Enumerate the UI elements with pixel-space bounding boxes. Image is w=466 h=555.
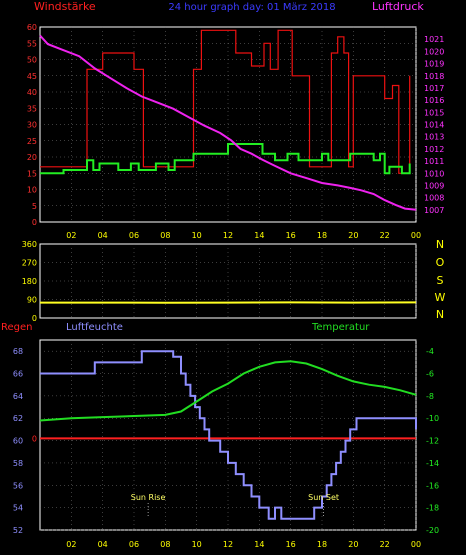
- temperature-series-line: [39, 360, 417, 422]
- wind-tick-label: 10: [27, 186, 37, 195]
- humidity-axis-title: Luftfeuchte: [66, 322, 123, 333]
- compass-label: S: [437, 274, 444, 287]
- x-tick-label: 18: [317, 231, 327, 240]
- x-tick-label: 14: [254, 231, 264, 240]
- pressure-tick-label: 1010: [424, 169, 444, 178]
- direction-tick-label: 270: [22, 259, 37, 268]
- pressure-tick-label: 1007: [424, 206, 444, 215]
- wind-tick-label: 35: [27, 104, 37, 113]
- x-tick-label: 06: [129, 540, 139, 549]
- x-tick-label: 08: [160, 540, 170, 549]
- x-tick-label: 12: [223, 540, 233, 549]
- humidity-tick-label: 52: [13, 526, 23, 535]
- rain-axis-title: Regen: [1, 322, 33, 333]
- pressure-series-line: [39, 34, 417, 211]
- wind-tick-label: 60: [27, 23, 37, 32]
- temperature-tick-label: -12: [426, 437, 439, 446]
- x-tick-label: 02: [66, 231, 76, 240]
- humidity-tick-label: 56: [13, 481, 23, 490]
- temperature-tick-label: -10: [426, 414, 439, 423]
- wind-tick-label: 25: [27, 137, 37, 146]
- x-tick-label: 16: [286, 540, 296, 549]
- pressure-tick-label: 1017: [424, 84, 444, 93]
- wind-tick-label: 15: [27, 169, 37, 178]
- temperature-tick-label: -18: [426, 504, 439, 513]
- temperature-tick-label: -8: [426, 392, 434, 401]
- humidity-tick-label: 68: [13, 347, 23, 356]
- wind-tick-label: 0: [32, 218, 37, 227]
- humidity-tick-label: 66: [13, 370, 23, 379]
- humidity-tick-label: 64: [13, 392, 23, 401]
- pressure-tick-label: 1019: [424, 60, 444, 69]
- pressure-tick-label: 1014: [424, 121, 444, 130]
- pressure-tick-label: 1011: [424, 157, 444, 166]
- humidity-tick-label: 58: [13, 459, 23, 468]
- direction-tick-label: 180: [22, 277, 37, 286]
- x-tick-label: 04: [98, 231, 108, 240]
- x-tick-label: 02: [66, 540, 76, 549]
- pressure-tick-label: 1021: [424, 35, 444, 44]
- x-tick-label: 00: [411, 540, 421, 549]
- x-tick-label: 08: [160, 231, 170, 240]
- temperature-tick-label: -14: [426, 459, 439, 468]
- pressure-tick-label: 1015: [424, 108, 444, 117]
- x-tick-label: 04: [98, 540, 108, 549]
- temperature-tick-label: -4: [426, 347, 434, 356]
- wind-series-line: [40, 143, 411, 175]
- sun-rise-label: Sun Rise: [131, 493, 166, 502]
- humidity-tick-label: 54: [13, 504, 23, 513]
- temperature-tick-label: -20: [426, 526, 439, 535]
- chart-title: 24 hour graph day: 01 März 2018: [168, 2, 335, 13]
- x-tick-label: 20: [348, 540, 358, 549]
- x-tick-label: 22: [380, 231, 390, 240]
- pressure-tick-label: 1012: [424, 145, 444, 154]
- pressure-tick-label: 1020: [424, 47, 444, 56]
- compass-label: N: [436, 308, 444, 321]
- pressure-tick-label: 1008: [424, 194, 444, 203]
- pressure-tick-label: 1013: [424, 133, 444, 142]
- x-tick-label: 10: [192, 540, 202, 549]
- sun-set-label: Sun Set: [308, 493, 339, 502]
- pressure-tick-label: 1018: [424, 72, 444, 81]
- direction-tick-label: 360: [22, 240, 37, 249]
- humidity-series-line: [40, 350, 417, 520]
- wind-tick-label: 55: [27, 39, 37, 48]
- wind-tick-label: 20: [27, 153, 37, 162]
- x-tick-label: 16: [286, 231, 296, 240]
- gust-series-line: [40, 29, 411, 174]
- pressure-tick-label: 1009: [424, 181, 444, 190]
- pressure-tick-label: 1016: [424, 96, 444, 105]
- wind-axis-title: Windstärke: [34, 0, 96, 13]
- direction-tick-label: 90: [27, 296, 37, 305]
- wind-tick-label: 5: [32, 202, 37, 211]
- compass-label: O: [436, 256, 445, 269]
- compass-label: N: [436, 238, 444, 251]
- temperature-tick-label: -16: [426, 481, 439, 490]
- wind-tick-label: 40: [27, 88, 37, 97]
- wind-tick-label: 45: [27, 72, 37, 81]
- pressure-axis-title: Luftdruck: [372, 0, 424, 13]
- temperature-axis-title: Temperatur: [311, 322, 370, 333]
- wind-tick-label: 30: [27, 121, 37, 130]
- x-tick-label: 06: [129, 231, 139, 240]
- rain-tick-label: 0: [32, 434, 37, 443]
- compass-label: W: [435, 291, 446, 304]
- humidity-tick-label: 60: [13, 437, 23, 446]
- x-tick-label: 10: [192, 231, 202, 240]
- direction-tick-label: 0: [32, 314, 37, 323]
- x-tick-label: 00: [411, 231, 421, 240]
- x-tick-label: 20: [348, 231, 358, 240]
- x-tick-label: 18: [317, 540, 327, 549]
- x-tick-label: 22: [380, 540, 390, 549]
- x-tick-label: 12: [223, 231, 233, 240]
- x-tick-label: 14: [254, 540, 264, 549]
- temperature-tick-label: -6: [426, 370, 434, 379]
- humidity-tick-label: 62: [13, 414, 23, 423]
- wind-tick-label: 50: [27, 56, 37, 65]
